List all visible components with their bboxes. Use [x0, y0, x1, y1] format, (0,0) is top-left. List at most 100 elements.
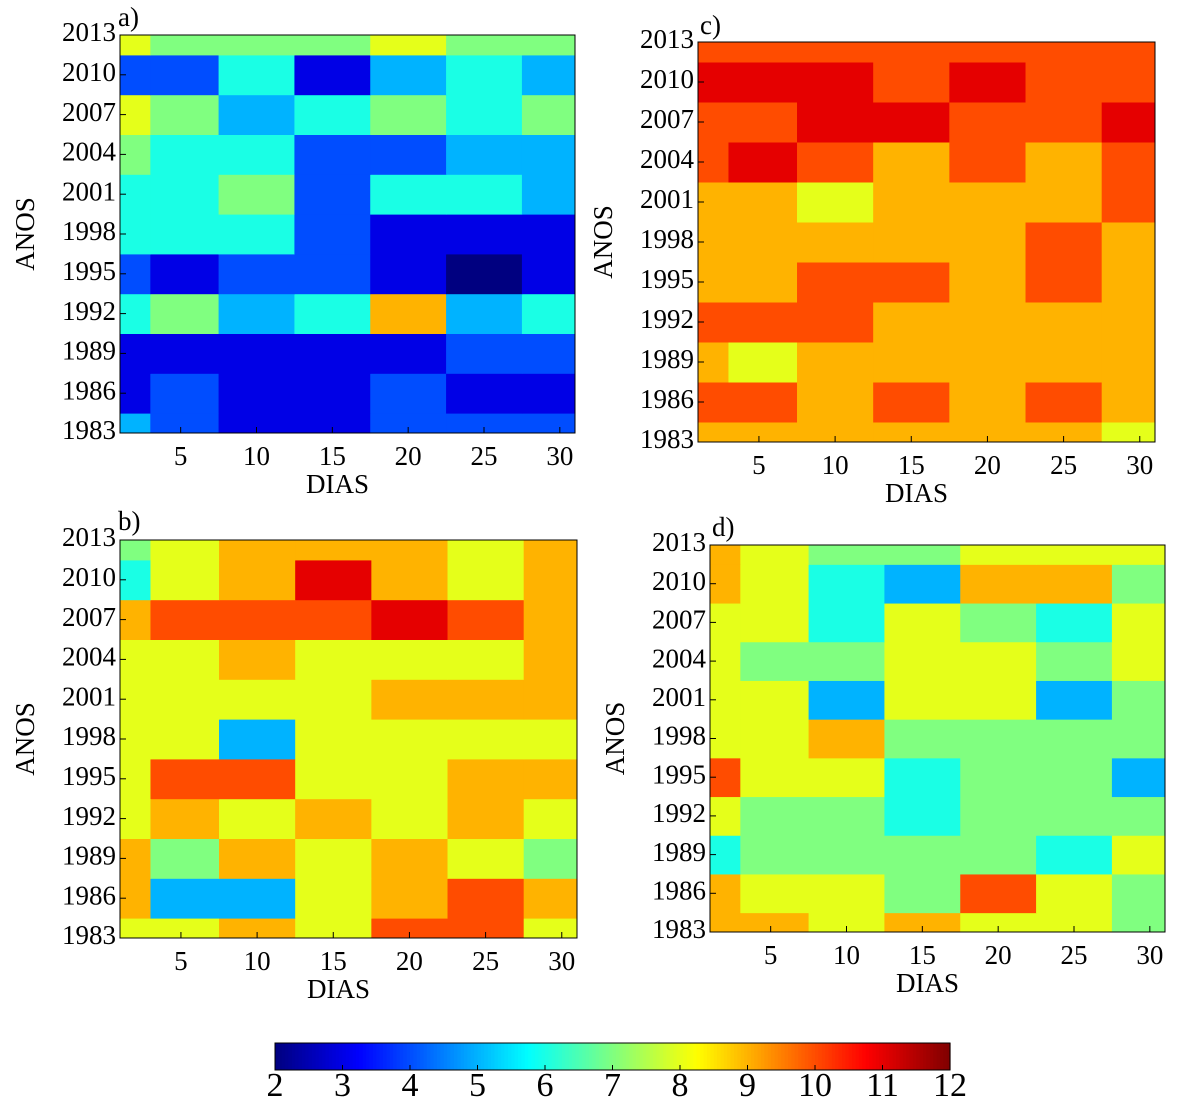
colorbar-swatch	[298, 1043, 303, 1070]
colorbar-swatch	[902, 1043, 907, 1070]
y-tick-label: 2013	[62, 522, 116, 552]
x-tick-label: 25	[472, 946, 499, 976]
contour-cell	[447, 639, 525, 680]
contour-cell	[218, 373, 295, 414]
contour-cell	[371, 540, 449, 561]
colorbar-swatch	[808, 1043, 813, 1070]
colorbar-swatch	[416, 1043, 421, 1070]
contour-cell	[446, 253, 523, 295]
contour-cell	[960, 835, 1037, 875]
contour-cell	[1025, 342, 1103, 383]
contour-cell	[295, 878, 372, 919]
y-tick-label: 1989	[62, 841, 116, 871]
colorbar-swatch	[757, 1043, 762, 1070]
x-axis-label: DIAS	[885, 478, 948, 508]
contour-cell	[884, 680, 961, 720]
colorbar-swatch	[710, 1043, 715, 1070]
contour-cell	[523, 838, 578, 879]
contour-cell	[1036, 680, 1113, 720]
colorbar-swatch	[693, 1043, 698, 1070]
colorbar-swatch	[460, 1043, 465, 1070]
colorbar-swatch	[885, 1043, 890, 1070]
colorbar-swatch	[437, 1043, 441, 1070]
contour-cell	[447, 838, 525, 879]
contour-cell	[797, 302, 874, 343]
contour-cell	[740, 835, 810, 875]
x-tick-label: 30	[1126, 450, 1153, 480]
contour-cell	[960, 641, 1037, 681]
contour-cell	[150, 758, 220, 800]
contour-cell	[728, 142, 798, 183]
contour-cell	[523, 599, 578, 640]
colorbar-swatch	[923, 1043, 927, 1070]
colorbar-swatch	[916, 1043, 921, 1070]
contour-cell	[873, 342, 950, 383]
colorbar-swatch	[312, 1043, 317, 1070]
contour-cell	[740, 545, 810, 565]
colorbar-swatch	[345, 1043, 350, 1070]
colorbar-swatch	[339, 1043, 344, 1070]
colorbar-swatch	[852, 1043, 857, 1070]
colorbar-swatch	[578, 1043, 583, 1070]
colorbar-swatch	[872, 1043, 877, 1070]
contour-cell	[808, 641, 885, 681]
colorbar-swatch	[278, 1043, 283, 1070]
colorbar-swatch	[615, 1043, 620, 1070]
colorbar-swatch	[507, 1043, 512, 1070]
colorbar-swatch	[946, 1043, 951, 1070]
x-tick-label: 5	[174, 946, 188, 976]
y-tick-label: 1989	[652, 837, 706, 867]
x-axis-label: DIAS	[306, 469, 369, 499]
colorbar-swatch	[899, 1043, 904, 1070]
contour-cell	[370, 134, 447, 175]
contour-cell	[294, 333, 371, 374]
y-tick-label: 2013	[62, 17, 116, 47]
contour-cell	[797, 102, 874, 143]
panel-label: a)	[118, 2, 139, 32]
contour-cell	[1101, 342, 1156, 383]
contour-cell	[1036, 757, 1113, 798]
colorbar-swatch	[929, 1043, 934, 1070]
contour-cell	[219, 639, 296, 680]
colorbar-swatch	[791, 1043, 796, 1070]
contour-cell	[150, 918, 220, 939]
colorbar-swatch	[555, 1043, 560, 1070]
contour-cell	[1111, 873, 1166, 914]
colorbar-swatch	[804, 1043, 809, 1070]
contour-cell	[960, 757, 1037, 798]
colorbar-swatch	[717, 1043, 722, 1070]
contour-cell	[698, 422, 729, 443]
contour-cell	[808, 603, 885, 643]
colorbar-swatch	[470, 1043, 475, 1070]
contour-cell	[446, 134, 523, 175]
colorbar-swatch	[889, 1043, 894, 1070]
contour-cell	[949, 102, 1027, 143]
contour-cell	[370, 333, 447, 374]
colorbar-swatch	[285, 1043, 290, 1070]
colorbar-tick-label: 5	[469, 1067, 486, 1104]
contour-cell	[1111, 680, 1166, 720]
x-tick-label: 10	[822, 450, 849, 480]
colorbar-swatch	[325, 1043, 330, 1070]
colorbar-swatch	[653, 1043, 657, 1070]
colorbar-swatch	[892, 1043, 897, 1070]
x-tick-label: 10	[243, 441, 270, 471]
contour-cell	[728, 342, 798, 383]
colorbar-swatch	[281, 1043, 286, 1070]
colorbar-swatch	[626, 1043, 630, 1070]
y-tick-label: 1995	[62, 761, 116, 791]
colorbar-tick-label: 7	[604, 1067, 621, 1104]
x-tick-label: 25	[1050, 450, 1077, 480]
contour-cell	[1101, 222, 1156, 263]
contour-cell	[523, 639, 578, 680]
contour-cell	[1111, 545, 1166, 565]
contour-cell	[295, 918, 372, 939]
contour-cell	[150, 540, 220, 561]
y-tick-label: 1998	[640, 224, 694, 254]
colorbar-swatch	[491, 1043, 495, 1070]
contour-cell	[219, 559, 296, 601]
colorbar-swatch	[494, 1043, 499, 1070]
colorbar-swatch	[585, 1043, 590, 1070]
contour-cell	[740, 873, 810, 914]
colorbar-swatch	[501, 1043, 506, 1070]
